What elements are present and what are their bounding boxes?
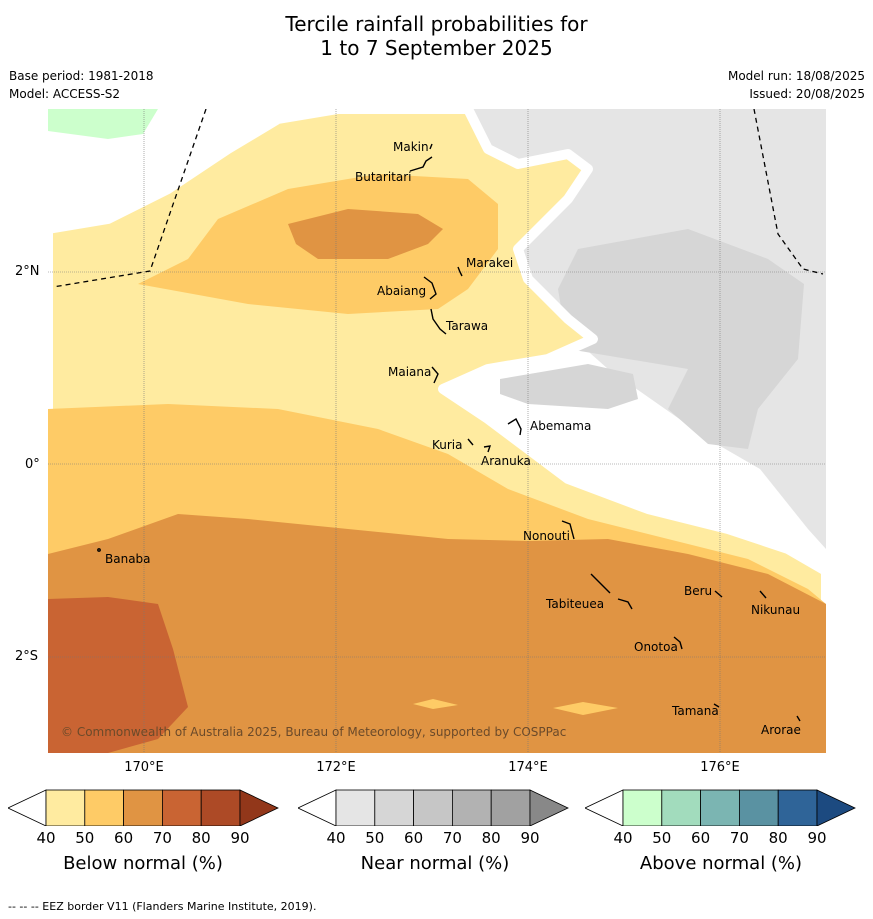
above-normal-40-region: [48, 109, 158, 139]
below-normal-50-patch-1: [413, 699, 458, 709]
lat-label-2n: 2°N: [15, 264, 40, 279]
colorbar-tick-label: 60: [404, 829, 424, 847]
eez-border: [52, 109, 824, 288]
island-label-onotoa: Onotoa: [634, 640, 678, 654]
colorbar-tick-label: 80: [191, 829, 211, 847]
colorbar-tick-label: 70: [152, 829, 172, 847]
rainfall-map: Makin Butaritari Marakei Abaiang Tarawa …: [48, 109, 826, 753]
colorbar-swatch: [700, 789, 740, 826]
lon-label-176: 176°E: [700, 760, 740, 775]
colorbar-tick-label: 80: [481, 829, 501, 847]
colorbar-above-normal: [585, 789, 856, 826]
colorbar-swatch: [413, 789, 453, 826]
lon-label-174: 174°E: [508, 760, 548, 775]
below-normal-60-region-south: [48, 514, 826, 753]
lon-label-170: 170°E: [124, 760, 164, 775]
island-label-abemama: Abemama: [530, 419, 591, 433]
colorbar-swatch: [451, 789, 492, 826]
colorbar-swatch: [45, 789, 86, 826]
colorbar-tick-label: 60: [114, 829, 134, 847]
colorbar-tick-label: 90: [230, 829, 250, 847]
colorbar-tick-label: 70: [729, 829, 749, 847]
island-label-tarawa: Tarawa: [445, 319, 488, 333]
chart-title: Tercile rainfall probabilities for 1 to …: [0, 12, 873, 60]
island-label-tamana: Tamana: [671, 704, 719, 718]
footer-note: -- -- -- EEZ border V11 (Flanders Marine…: [8, 900, 317, 913]
colorbar-tick-label: 40: [36, 829, 56, 847]
colorbar-tick-label: 90: [807, 829, 827, 847]
island-label-abaiang: Abaiang: [377, 284, 426, 298]
colorbar-tick-label: 80: [768, 829, 788, 847]
colorbar-min-extend: [585, 789, 624, 826]
colorbar-swatch: [622, 789, 663, 826]
title-line-2: 1 to 7 September 2025: [320, 36, 553, 60]
colorbar-min-extend: [8, 789, 47, 826]
colorbar-swatch: [335, 789, 376, 826]
issued-date: Issued: 20/08/2025: [749, 87, 865, 101]
lat-label-2s: 2°S: [15, 649, 39, 664]
near-normal-50-region-2: [500, 364, 638, 409]
model-run: Model run: 18/08/2025: [727, 69, 865, 83]
island-shapes: [97, 143, 801, 722]
colorbar-tick-label: 50: [652, 829, 672, 847]
colorbar-title-below: Below normal (%): [63, 853, 223, 874]
colorbar-tick-label: 50: [365, 829, 385, 847]
colorbar-swatch: [661, 789, 702, 826]
below-normal-70-region: [48, 597, 188, 753]
colorbar-swatch: [490, 789, 531, 826]
island-label-arorae: Arorae: [761, 723, 801, 737]
island-label-kuria: Kuria: [432, 438, 463, 452]
colorbar-tick-label: 50: [75, 829, 95, 847]
colorbar-swatch: [200, 789, 241, 826]
colorbar-title-near: Near normal (%): [360, 853, 510, 874]
island-label-tabiteuea: Tabiteuea: [545, 597, 604, 611]
below-normal-60-region-north: [288, 209, 443, 259]
below-normal-50-patch-2: [553, 702, 618, 715]
colorbar-swatch: [123, 789, 163, 826]
island-label-makin: Makin: [393, 140, 429, 154]
colorbar-tick-label: 40: [326, 829, 346, 847]
colorbar-near-normal: [298, 789, 569, 826]
colorbar-min-extend: [298, 789, 337, 826]
colorbar-swatch: [738, 789, 779, 826]
colorbar-tick-label: 60: [691, 829, 711, 847]
meta-right: Model run: 18/08/2025 Issued: 20/08/2025: [728, 67, 865, 103]
model-name: Model: ACCESS-S2: [9, 87, 121, 101]
colorbar-tick-label: 40: [613, 829, 633, 847]
colorbar-tick-label: 70: [442, 829, 462, 847]
island-label-aranuka: Aranuka: [481, 454, 531, 468]
colorbar-max-extend: [239, 789, 279, 826]
meta-left: Base period: 1981-2018 Model: ACCESS-S2: [9, 67, 154, 103]
base-period: Base period: 1981-2018: [9, 69, 154, 83]
copyright-notice: © Commonwealth of Australia 2025, Bureau…: [61, 725, 566, 739]
near-normal-50-region: [558, 229, 804, 449]
island-label-nikunau: Nikunau: [751, 603, 800, 617]
lon-label-172: 172°E: [316, 760, 356, 775]
colorbar-title-above: Above normal (%): [639, 853, 803, 874]
island-label-marakei: Marakei: [466, 256, 513, 270]
colorbar-swatch: [161, 789, 202, 826]
title-line-1: Tercile rainfall probabilities for: [285, 12, 588, 36]
colorbar-swatch: [777, 789, 818, 826]
grid-lines: [48, 109, 826, 753]
colorbar-swatch: [374, 789, 415, 826]
lat-label-0: 0°: [25, 457, 40, 472]
island-label-nonouti: Nonouti: [523, 529, 570, 543]
colorbar-tick-label: 90: [520, 829, 540, 847]
island-label-butaritari: Butaritari: [355, 170, 412, 184]
island-label-banaba: Banaba: [105, 552, 151, 566]
colorbar-swatch: [84, 789, 125, 826]
island-label-maiana: Maiana: [388, 365, 431, 379]
colorbar-below-normal: [8, 789, 279, 826]
colorbar-max-extend: [529, 789, 569, 826]
colorbar-max-extend: [816, 789, 856, 826]
island-label-beru: Beru: [684, 584, 712, 598]
